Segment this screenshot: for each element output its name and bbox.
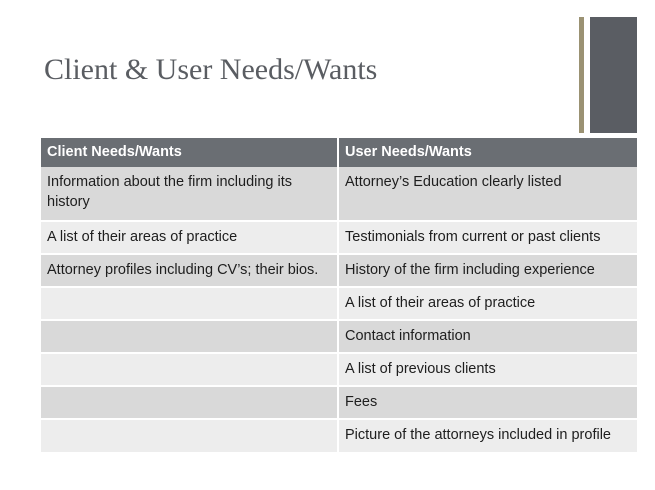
client-need-cell [41, 319, 338, 353]
table-row: Picture of the attorneys included in pro… [41, 418, 637, 452]
accent-bar-thin [579, 17, 584, 133]
user-need-cell: A list of previous clients [337, 352, 637, 386]
accent-bar-thick [590, 17, 637, 133]
header-user-needs: User Needs/Wants [337, 138, 637, 167]
client-need-cell [41, 352, 338, 386]
needs-table: Client Needs/Wants User Needs/Wants Info… [41, 138, 637, 452]
client-need-cell: Information about the firm including its… [41, 167, 338, 221]
table-row: Contact information [41, 319, 637, 353]
user-need-cell: History of the firm including experience [337, 253, 637, 287]
client-need-cell [41, 418, 338, 452]
user-need-cell: Picture of the attorneys included in pro… [337, 418, 637, 452]
table-row: A list of previous clients [41, 352, 637, 386]
client-need-cell: A list of their areas of practice [41, 220, 338, 254]
user-need-cell: Attorney’s Education clearly listed [337, 167, 637, 221]
header-client-needs: Client Needs/Wants [41, 138, 338, 167]
client-need-cell [41, 385, 338, 419]
slide-title: Client & User Needs/Wants [44, 53, 378, 86]
table-header-row: Client Needs/Wants User Needs/Wants [41, 138, 637, 167]
table-row: A list of their areas of practice [41, 286, 637, 320]
client-need-cell: Attorney profiles including CV’s; their … [41, 253, 338, 287]
user-need-cell: Contact information [337, 319, 637, 353]
table-row: Information about the firm including its… [41, 167, 637, 221]
table-row: Attorney profiles including CV’s; their … [41, 253, 637, 287]
user-need-cell: Fees [337, 385, 637, 419]
table-row: A list of their areas of practice Testim… [41, 220, 637, 254]
user-need-cell: A list of their areas of practice [337, 286, 637, 320]
user-need-cell: Testimonials from current or past client… [337, 220, 637, 254]
client-need-cell [41, 286, 338, 320]
table-row: Fees [41, 385, 637, 419]
